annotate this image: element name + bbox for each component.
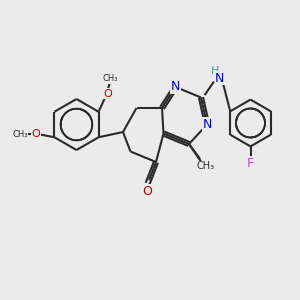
Text: F: F: [247, 157, 254, 170]
Text: CH₃: CH₃: [13, 130, 28, 139]
Text: N: N: [215, 71, 225, 85]
Text: O: O: [143, 184, 152, 198]
Text: CH₃: CH₃: [102, 74, 118, 83]
Text: N: N: [202, 118, 212, 131]
Text: O: O: [32, 129, 40, 139]
Text: H: H: [211, 66, 219, 76]
Text: CH₃: CH₃: [196, 161, 214, 171]
Text: N: N: [171, 80, 180, 94]
Text: O: O: [103, 89, 112, 99]
